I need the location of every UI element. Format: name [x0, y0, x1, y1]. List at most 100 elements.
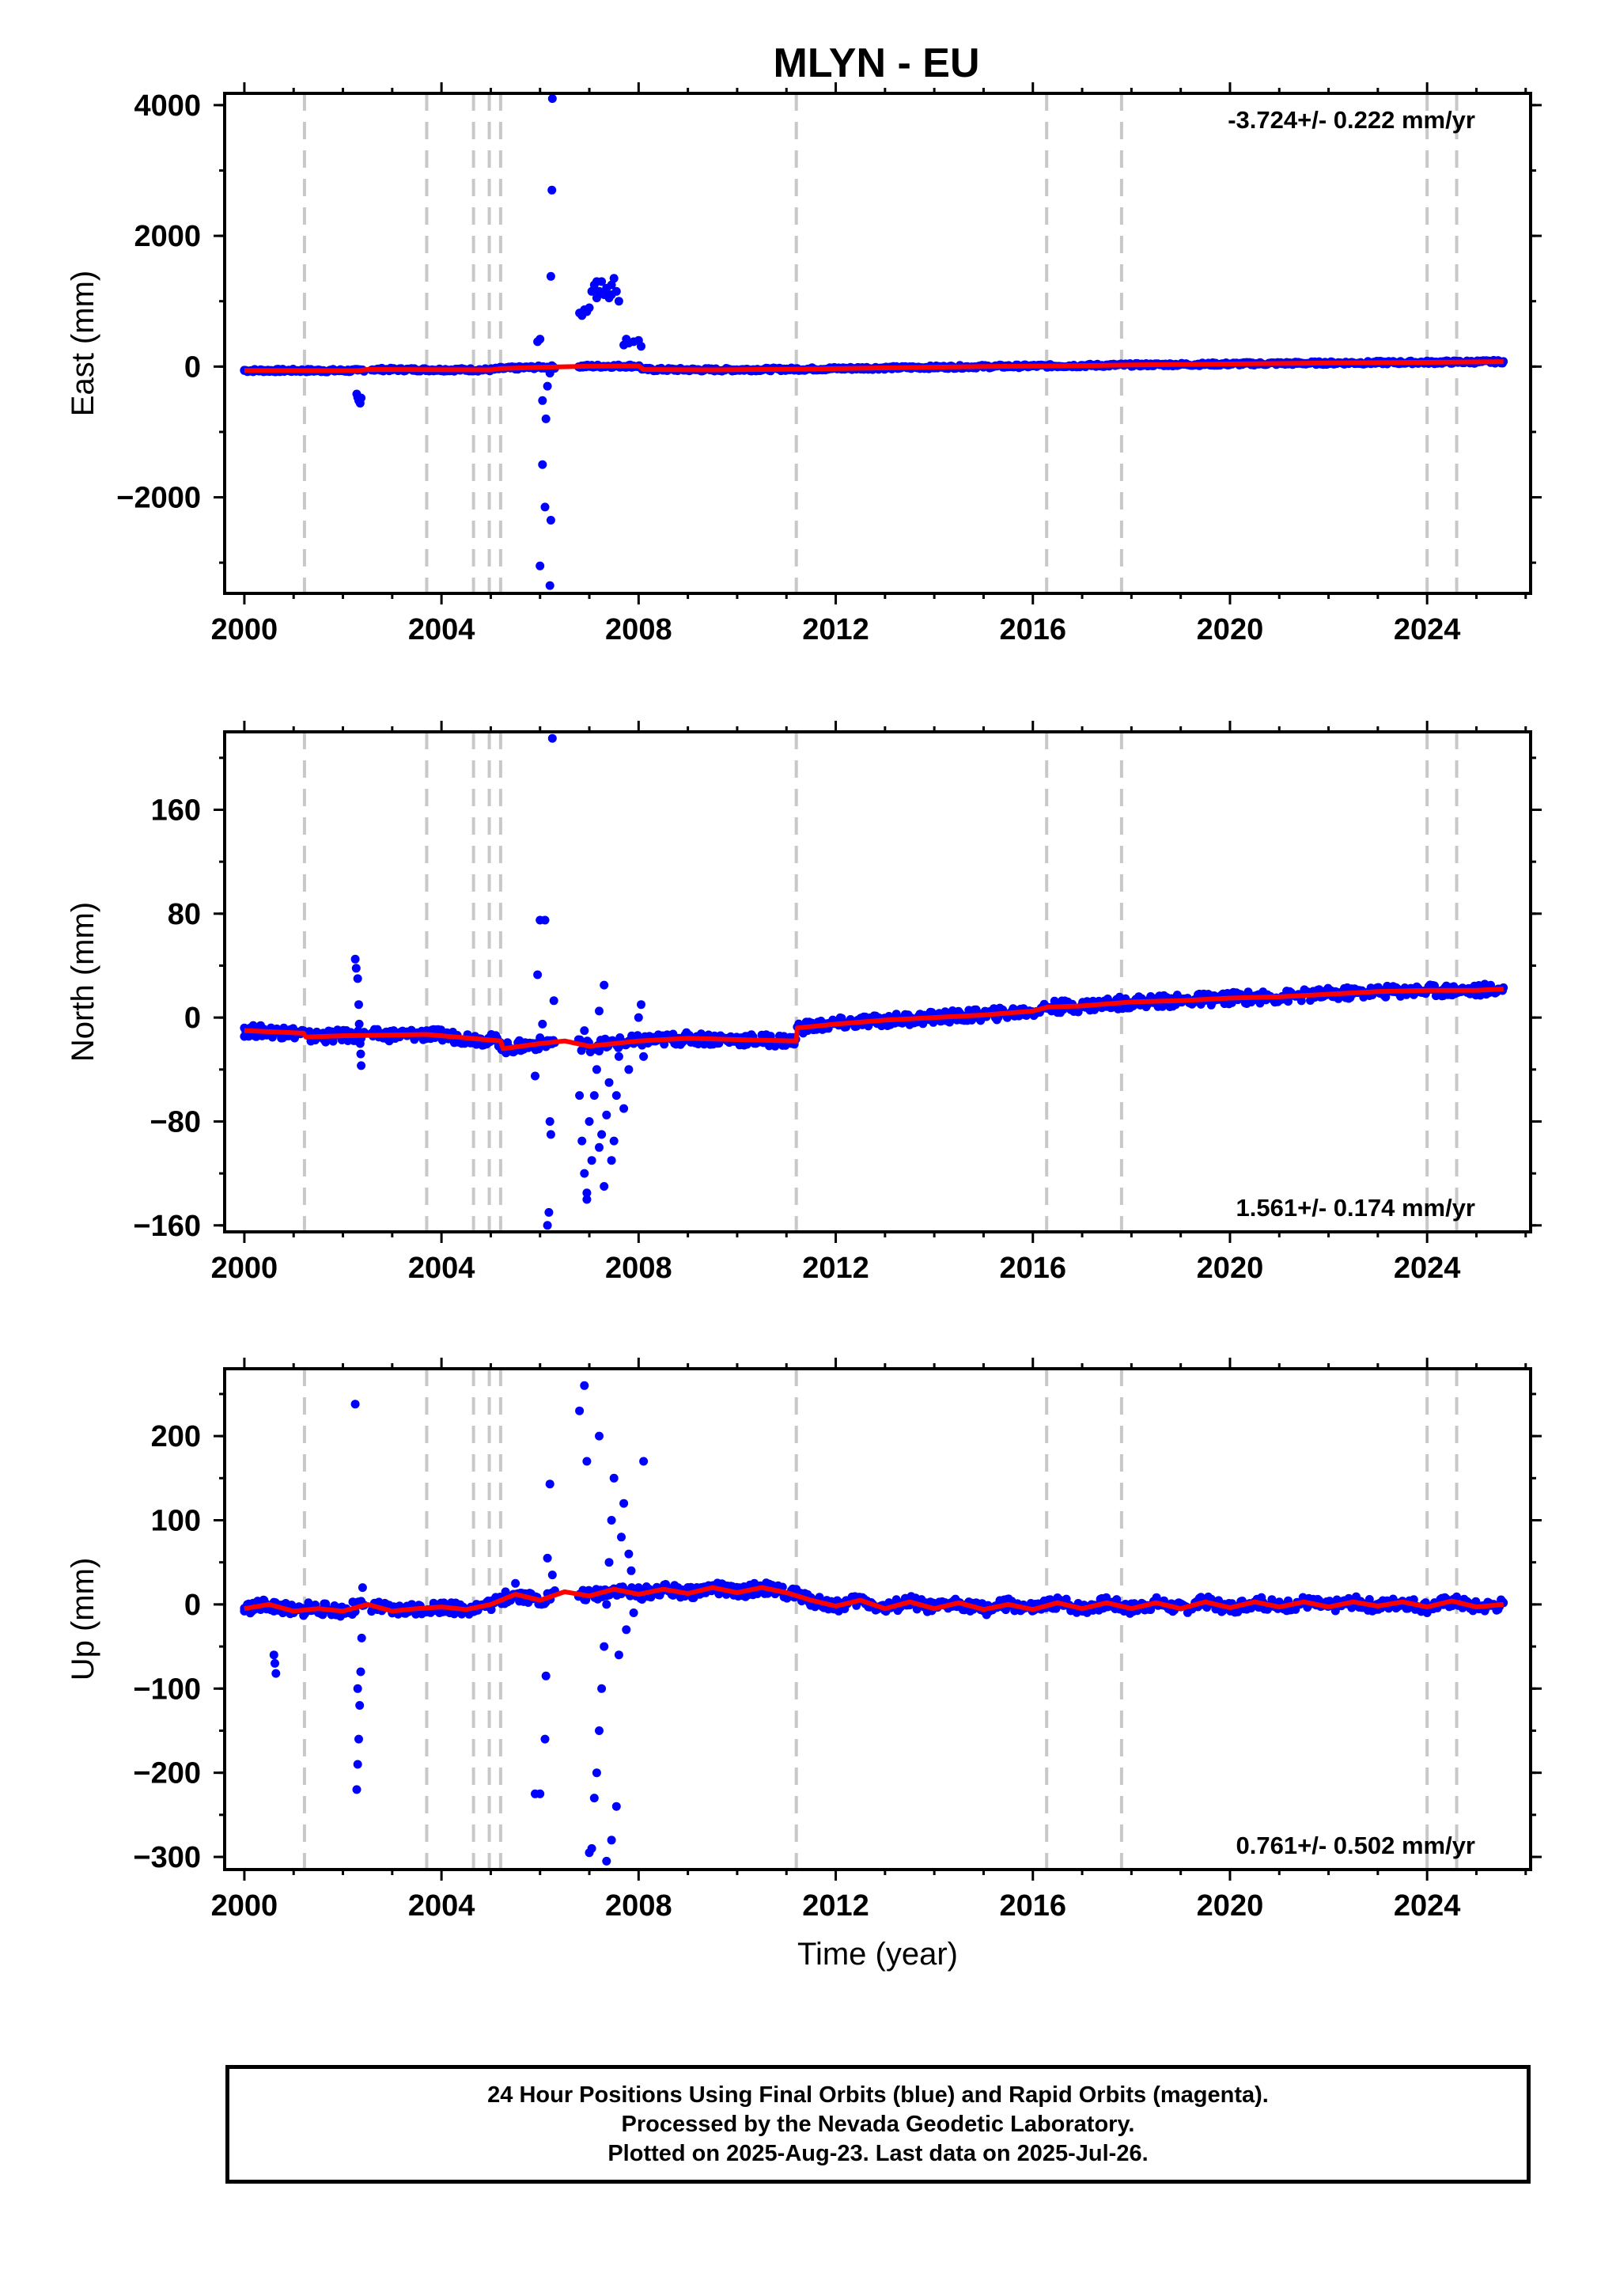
north-frame	[223, 730, 1532, 1233]
up-data-point-44	[589, 1794, 599, 1803]
north-panel: 2000 2004 2008 2012 2016 2020 2024 −160 −80 0 80 16…	[66, 721, 1542, 1285]
north-band-point-458	[945, 1017, 954, 1027]
north-data-point-35	[546, 1130, 555, 1139]
up-data-point-63	[595, 1431, 604, 1441]
north-rate-label: 1.561+/- 0.174 mm/yr	[1236, 1194, 1475, 1222]
north-data-point-51	[604, 1078, 614, 1087]
north-data-point-13	[354, 1000, 363, 1010]
north-data-point-64	[580, 1026, 589, 1036]
north-band-point-60	[328, 1036, 338, 1046]
up-data-point-47	[597, 1684, 607, 1693]
north-data-point-46	[592, 1065, 601, 1074]
north-data-point-33	[544, 1207, 554, 1217]
north-data-point-12	[353, 974, 362, 983]
north-data-point-16	[356, 1049, 365, 1059]
north-data-point-45	[589, 1091, 599, 1101]
east-data-point-22	[538, 460, 547, 469]
up-data-point-55	[617, 1533, 626, 1542]
north-data-point-37	[538, 1019, 547, 1029]
north-xtick-label-1: 2004	[408, 1252, 475, 1285]
north-data-point-40	[577, 1136, 587, 1146]
up-xtick-label-4: 2016	[999, 1889, 1066, 1923]
east-xtick-label-3: 2012	[802, 613, 869, 646]
east-rate-label: -3.724+/- 0.222 mm/yr	[1228, 106, 1475, 134]
up-xtick-label-6: 2024	[1394, 1889, 1461, 1923]
north-data-point-62	[595, 1006, 604, 1016]
up-ytick-label-2: −100	[133, 1673, 201, 1706]
east-ytick-label-1: 0	[184, 350, 201, 384]
north-data-point-65	[582, 1188, 592, 1198]
up-ytick-label-3: 0	[184, 1589, 201, 1622]
north-data-point-61	[639, 1051, 649, 1061]
north-band-point-687	[1284, 997, 1293, 1006]
up-plot-area	[240, 1369, 1508, 1870]
north-ytick-label-1: −80	[150, 1105, 201, 1139]
up-xtick-label-5: 2020	[1197, 1889, 1264, 1923]
up-data-point-62	[639, 1457, 649, 1466]
north-data-point-36	[547, 733, 557, 743]
north-data-point-11	[351, 964, 361, 973]
north-data-point-17	[357, 1061, 366, 1070]
up-data-point-48	[600, 1642, 609, 1651]
north-data-point-44	[587, 1156, 596, 1165]
east-data-point-40	[592, 294, 601, 303]
north-plot-area	[240, 732, 1508, 1232]
north-data-point-49	[600, 1182, 609, 1191]
up-data-point-53	[611, 1802, 621, 1811]
up-data-point-57	[622, 1625, 631, 1635]
east-xtick-label-0: 2000	[211, 613, 278, 646]
east-data-point-30	[546, 271, 555, 281]
up-data-point-59	[626, 1566, 636, 1575]
north-data-point-42	[582, 1195, 592, 1204]
north-data-point-52	[607, 1156, 616, 1165]
up-band-point-422	[891, 1595, 901, 1605]
east-ytick-label-0: −2000	[116, 482, 201, 515]
up-data-point-65	[607, 1836, 616, 1845]
up-band-point-571	[1112, 1595, 1122, 1605]
east-xtick-label-5: 2020	[1197, 613, 1264, 646]
north-xtick-label-4: 2016	[999, 1252, 1066, 1285]
up-frame	[223, 1367, 1532, 1871]
up-data-point-50	[604, 1558, 614, 1567]
up-data-point-12	[271, 1669, 281, 1678]
east-data-point-24	[536, 561, 545, 570]
up-xtick-label-2: 2008	[605, 1889, 672, 1923]
up-data-point-56	[619, 1498, 629, 1508]
up-data-point-10	[269, 1650, 278, 1660]
east-data-point-56	[637, 342, 645, 351]
up-data-point-60	[629, 1608, 638, 1617]
north-xtick-label-0: 2000	[211, 1252, 278, 1285]
east-plot-area	[240, 93, 1508, 593]
up-data-point-16	[354, 1734, 363, 1744]
north-data-point-63	[600, 980, 609, 990]
up-data-point-45	[592, 1768, 601, 1778]
up-data-point-13	[350, 1400, 360, 1409]
footer-line-1: 24 Hour Positions Using Final Orbits (bl…	[487, 2082, 1269, 2108]
up-data-point-36	[543, 1553, 552, 1563]
north-data-point-41	[580, 1169, 589, 1178]
up-panel: 2000 2004 2008 2012 2016 2020 2024−300−200−100…	[66, 1358, 1542, 1972]
north-data-point-60	[637, 1000, 645, 1010]
up-data-point-18	[356, 1667, 365, 1677]
east-data-point-51	[592, 277, 601, 286]
up-ytick-label-1: −200	[133, 1757, 201, 1790]
footer-line-3: Plotted on 2025-Aug-23. Last data on 202…	[607, 2140, 1149, 2166]
east-data-point-25	[541, 414, 551, 423]
east-xtick-label-4: 2016	[999, 613, 1066, 646]
north-band-point-221	[595, 1047, 604, 1055]
north-data-point-14	[354, 1019, 364, 1029]
north-data-point-53	[609, 1136, 619, 1146]
east-frame	[223, 92, 1532, 595]
up-xlabel: Time (year)	[797, 1937, 958, 1972]
up-data-point-39	[575, 1406, 585, 1415]
east-data-point-57	[622, 335, 631, 344]
north-data-point-28	[531, 1071, 539, 1081]
east-data-point-11	[357, 393, 366, 403]
north-data-point-47	[595, 1142, 604, 1152]
up-ytick-label-0: −300	[133, 1841, 201, 1874]
up-xtick-label-0: 2000	[211, 1889, 278, 1923]
footer-note: 24 Hour Positions Using Final Orbits (bl…	[225, 2065, 1531, 2184]
east-xtick-label-2: 2008	[605, 613, 672, 646]
north-data-point-55	[614, 1051, 623, 1061]
up-data-point-14	[352, 1785, 361, 1794]
